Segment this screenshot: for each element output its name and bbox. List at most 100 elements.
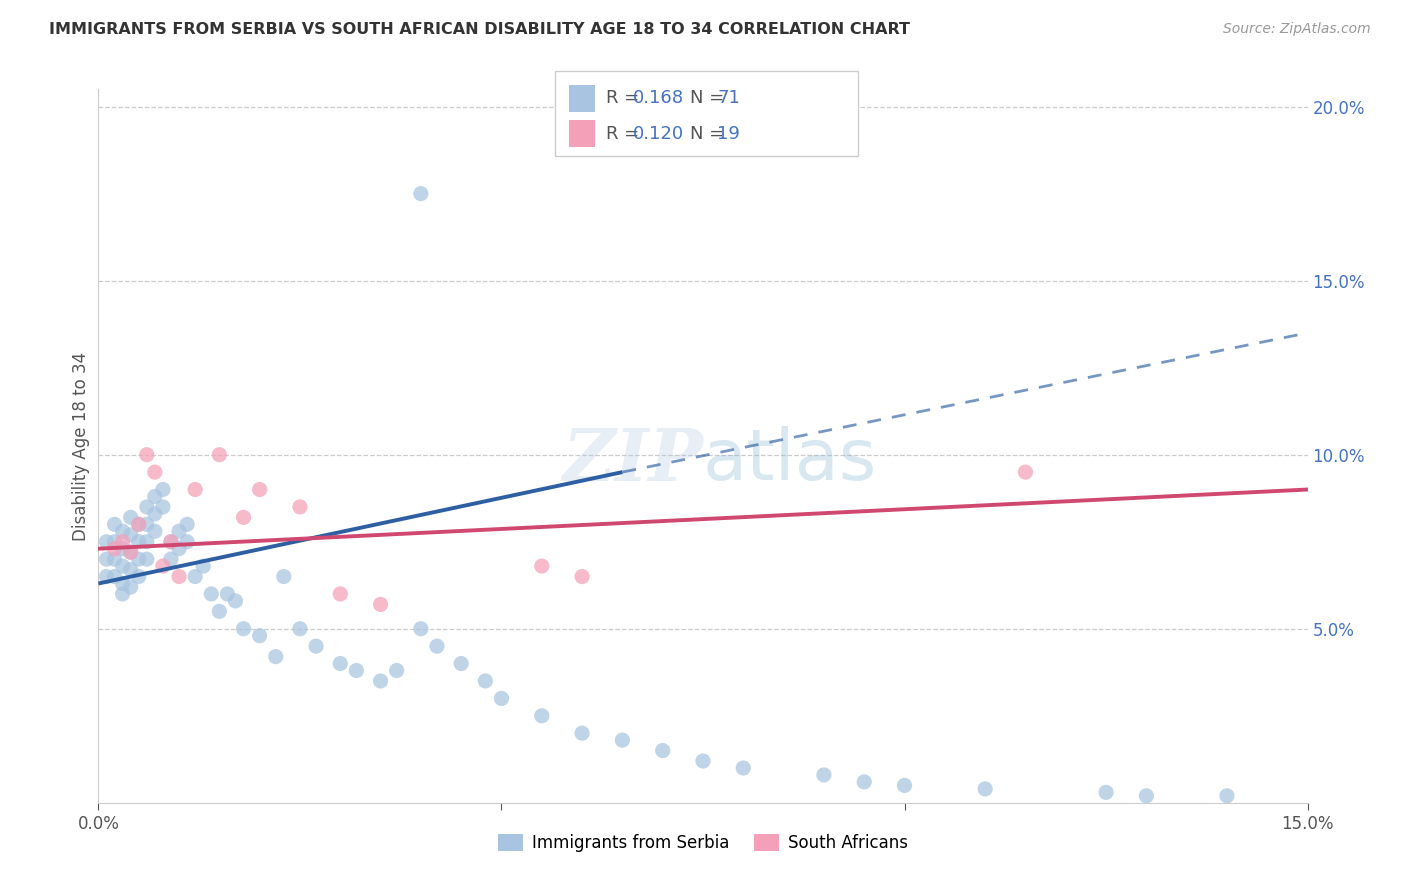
Point (273, 569, 295, 583)
Point (200, 587, 222, 601)
Point (1135, 789, 1157, 803)
Point (103, 552, 125, 566)
Point (111, 541, 134, 556)
Point (692, 754, 714, 768)
Point (120, 545, 142, 559)
Point (1216, 789, 1239, 803)
Point (305, 639, 328, 653)
Point (111, 524, 134, 539)
Point (224, 594, 246, 608)
Point (232, 510, 254, 524)
Point (474, 673, 496, 688)
Point (120, 563, 142, 577)
Point (208, 604, 231, 618)
Point (103, 534, 125, 549)
Point (152, 500, 174, 514)
Point (385, 664, 408, 678)
Point (135, 517, 157, 532)
Point (128, 517, 150, 532)
Text: IMMIGRANTS FROM SERBIA VS SOUTH AFRICAN DISABILITY AGE 18 TO 34 CORRELATION CHAR: IMMIGRANTS FROM SERBIA VS SOUTH AFRICAN … (49, 22, 910, 37)
Text: Source: ZipAtlas.com: Source: ZipAtlas.com (1223, 22, 1371, 37)
Text: ZIP: ZIP (562, 425, 703, 496)
Text: 0.168: 0.168 (633, 89, 683, 107)
Point (167, 524, 190, 539)
Point (491, 691, 513, 706)
Point (1014, 465, 1036, 479)
Text: R =: R = (606, 89, 645, 107)
Point (193, 559, 215, 574)
Point (103, 569, 125, 583)
Point (135, 534, 157, 549)
Point (184, 483, 207, 497)
Point (176, 517, 198, 532)
Point (135, 552, 157, 566)
Point (160, 534, 183, 549)
Point (96, 534, 118, 549)
Point (893, 778, 915, 792)
Point (120, 545, 142, 559)
Point (344, 664, 367, 678)
Point (329, 587, 352, 601)
Point (167, 541, 190, 556)
Point (288, 622, 311, 636)
Point (143, 524, 166, 539)
Point (450, 657, 472, 671)
Point (103, 517, 125, 532)
Point (813, 768, 835, 782)
Point (176, 534, 198, 549)
Point (120, 528, 142, 542)
Point (249, 629, 271, 643)
Point (152, 483, 174, 497)
Point (530, 559, 553, 574)
Point (111, 587, 134, 601)
Point (128, 534, 150, 549)
Point (111, 576, 134, 591)
Text: 19: 19 (717, 125, 740, 143)
Point (612, 733, 634, 747)
Point (135, 500, 157, 514)
Point (143, 507, 166, 521)
Point (571, 726, 593, 740)
Point (974, 781, 997, 796)
Point (111, 559, 134, 574)
Text: N =: N = (690, 89, 730, 107)
Point (208, 448, 231, 462)
Point (370, 598, 392, 612)
Text: 71: 71 (717, 89, 740, 107)
Point (96, 569, 118, 583)
Point (232, 622, 254, 636)
Point (409, 186, 432, 201)
Point (143, 490, 166, 504)
Point (733, 761, 755, 775)
Point (651, 743, 673, 757)
Point (120, 510, 142, 524)
Point (264, 649, 287, 664)
Legend: Immigrants from Serbia, South Africans: Immigrants from Serbia, South Africans (492, 827, 914, 859)
Point (1095, 785, 1118, 799)
Point (135, 448, 157, 462)
Y-axis label: Disability Age 18 to 34: Disability Age 18 to 34 (72, 351, 90, 541)
Point (329, 657, 352, 671)
Text: N =: N = (690, 125, 730, 143)
Point (160, 552, 183, 566)
Point (288, 500, 311, 514)
Point (571, 569, 593, 583)
Point (530, 708, 553, 723)
Point (120, 580, 142, 594)
Point (152, 559, 174, 574)
Point (128, 569, 150, 583)
Point (128, 552, 150, 566)
Point (217, 587, 239, 601)
Text: 0.120: 0.120 (633, 125, 683, 143)
Point (370, 673, 392, 688)
Point (249, 483, 271, 497)
Text: R =: R = (606, 125, 645, 143)
Point (853, 775, 876, 789)
Text: atlas: atlas (703, 425, 877, 495)
Point (96, 552, 118, 566)
Point (128, 517, 150, 532)
Point (167, 569, 190, 583)
Point (426, 639, 449, 653)
Point (184, 569, 207, 583)
Point (160, 534, 183, 549)
